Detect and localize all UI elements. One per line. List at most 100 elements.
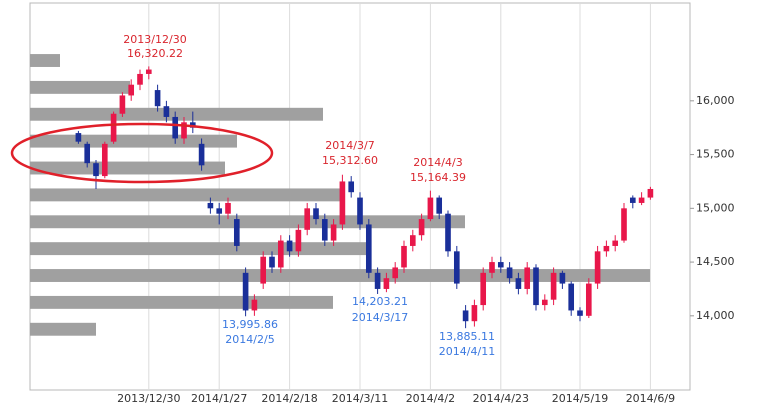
volume-bar — [30, 54, 60, 67]
candle-body — [550, 272, 557, 300]
annotation-date: 2014/4/3 — [413, 156, 462, 169]
y-tick-label: 14,000 — [696, 309, 735, 322]
candle-body — [453, 251, 460, 284]
x-tick-label: 2014/3/11 — [332, 392, 388, 405]
y-tick-label: 15,000 — [696, 201, 735, 214]
candle-body — [277, 240, 284, 268]
candle-body — [533, 267, 539, 306]
volume-bar — [30, 295, 333, 309]
annotation-date: 2014/3/7 — [325, 139, 374, 152]
candle-body — [110, 113, 117, 142]
y-tick-label: 15,500 — [696, 148, 735, 161]
candle-body — [137, 73, 143, 85]
candle-body — [436, 197, 443, 214]
y-tick-label: 14,500 — [696, 255, 735, 268]
volume-bar — [30, 80, 130, 94]
candle-body — [304, 208, 311, 230]
volume-bar — [30, 188, 342, 202]
candle-body — [163, 106, 170, 117]
candle-body — [392, 267, 399, 279]
candle-body — [172, 116, 179, 139]
annotation-date: 2013/12/30 — [123, 33, 186, 46]
volume-bar — [30, 161, 225, 175]
candle-body — [471, 305, 478, 322]
candle-body — [541, 299, 548, 306]
candle-body — [445, 213, 451, 252]
candle-body — [198, 143, 205, 166]
candle-body — [84, 143, 91, 164]
candle-body — [233, 219, 240, 246]
candle-body — [568, 283, 575, 311]
volume-bar — [30, 134, 237, 148]
annotation-value: 16,320.22 — [127, 47, 183, 60]
volume-bar — [30, 215, 465, 229]
candle-body — [621, 208, 627, 241]
candle-body — [594, 251, 601, 284]
candle-body — [489, 262, 495, 273]
candle-body — [427, 197, 434, 220]
candle-body — [365, 224, 372, 273]
candle-body — [207, 202, 214, 209]
annotation-value: 15,164.39 — [410, 171, 466, 184]
candle-body — [629, 197, 636, 203]
annotation-date: 2014/2/5 — [225, 333, 274, 346]
x-tick-label: 2014/5/19 — [552, 392, 608, 405]
candle-body — [260, 256, 267, 284]
y-tick-label: 16,000 — [696, 94, 735, 107]
x-tick-label: 2014/4/2 — [406, 392, 455, 405]
candle-body — [286, 240, 293, 252]
candle-body — [251, 299, 258, 311]
candle-body — [401, 245, 407, 268]
candle-body — [313, 208, 319, 220]
candle-body — [339, 181, 346, 225]
candle-body — [242, 272, 249, 311]
candle-body — [374, 272, 381, 289]
candle-body — [75, 133, 82, 142]
candle-body — [321, 219, 328, 241]
candle-body — [638, 197, 645, 203]
candle-body — [418, 219, 425, 236]
candle-body — [101, 143, 108, 177]
volume-bar — [30, 322, 96, 336]
candle-body — [409, 235, 416, 246]
candle-body — [225, 202, 231, 214]
candle-body — [128, 84, 135, 96]
candle-body — [154, 90, 161, 107]
x-tick-label: 2014/6/9 — [626, 392, 675, 405]
volume-bar — [30, 107, 323, 121]
x-tick-label: 2014/2/18 — [261, 392, 317, 405]
candle-body — [269, 256, 275, 268]
candle-body — [462, 310, 469, 322]
candle-body — [647, 188, 654, 198]
candle-body — [559, 272, 566, 284]
annotation-value: 13,885.11 — [439, 330, 495, 343]
x-tick-label: 2014/1/27 — [191, 392, 247, 405]
candle-body — [357, 197, 363, 225]
candle-body — [295, 229, 302, 252]
candle-body — [480, 272, 487, 306]
annotation-date: 2014/4/11 — [439, 345, 495, 358]
candle-body — [216, 208, 223, 214]
candle-body — [497, 262, 504, 268]
candle-body — [383, 278, 390, 289]
candle-body — [524, 267, 531, 289]
annotation-value: 13,995.86 — [222, 318, 278, 331]
candle-body — [181, 122, 187, 139]
highlight-ellipse — [10, 122, 274, 184]
candle-body — [585, 283, 592, 316]
annotation-date: 2014/3/17 — [352, 311, 408, 324]
candle-body — [506, 267, 513, 279]
annotation-value: 15,312.60 — [322, 154, 378, 167]
candle-body — [330, 224, 337, 241]
volume-bar — [30, 242, 371, 256]
candle-body — [93, 163, 99, 177]
candle-body — [612, 240, 619, 246]
candle-body — [577, 310, 583, 316]
x-tick-label: 2014/4/23 — [473, 392, 529, 405]
candle-body — [603, 245, 610, 252]
candle-body — [119, 95, 126, 114]
x-tick-label: 2013/12/30 — [117, 392, 180, 405]
candle-body — [348, 181, 355, 193]
annotation-value: 14,203.21 — [352, 295, 408, 308]
